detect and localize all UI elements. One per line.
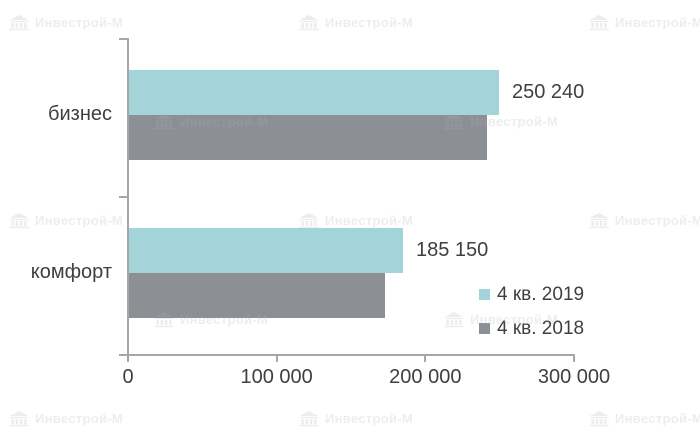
y-axis-tick [119,38,127,40]
legend-swatch [479,323,490,334]
x-axis-tick [424,356,427,362]
legend-item: 4 кв. 2018 [479,317,584,340]
bar-data-label: 250 240 [512,81,585,103]
bar-комфорт-4-кв.-2019 [129,228,403,273]
bar-бизнес-4-кв.-2018 [129,115,487,160]
x-axis-tick [573,356,575,362]
x-axis-tick-label: 0 [122,366,134,388]
y-axis-line [127,38,129,356]
y-axis-tick [119,196,127,198]
category-label: комфорт [30,261,112,283]
x-axis-tick-label: 100 000 [240,366,313,388]
legend-swatch [479,289,490,300]
x-axis-tick-label: 300 000 [537,366,611,388]
legend-label: 4 кв. 2018 [497,318,585,339]
bar-бизнес-4-кв.-2019 [129,70,499,115]
category-label: бизнес [48,103,112,125]
legend-item: 4 кв. 2019 [479,283,584,306]
x-axis-tick [127,356,129,362]
x-axis-tick [275,356,278,362]
bar-data-label: 185 150 [416,239,489,261]
x-axis-tick-label: 200 000 [389,366,462,388]
legend-label: 4 кв. 2019 [497,284,585,305]
bar-комфорт-4-кв.-2018 [129,273,385,318]
x-axis-line [119,354,575,356]
chart-legend: 4 кв. 2019 4 кв. 2018 [479,283,584,340]
